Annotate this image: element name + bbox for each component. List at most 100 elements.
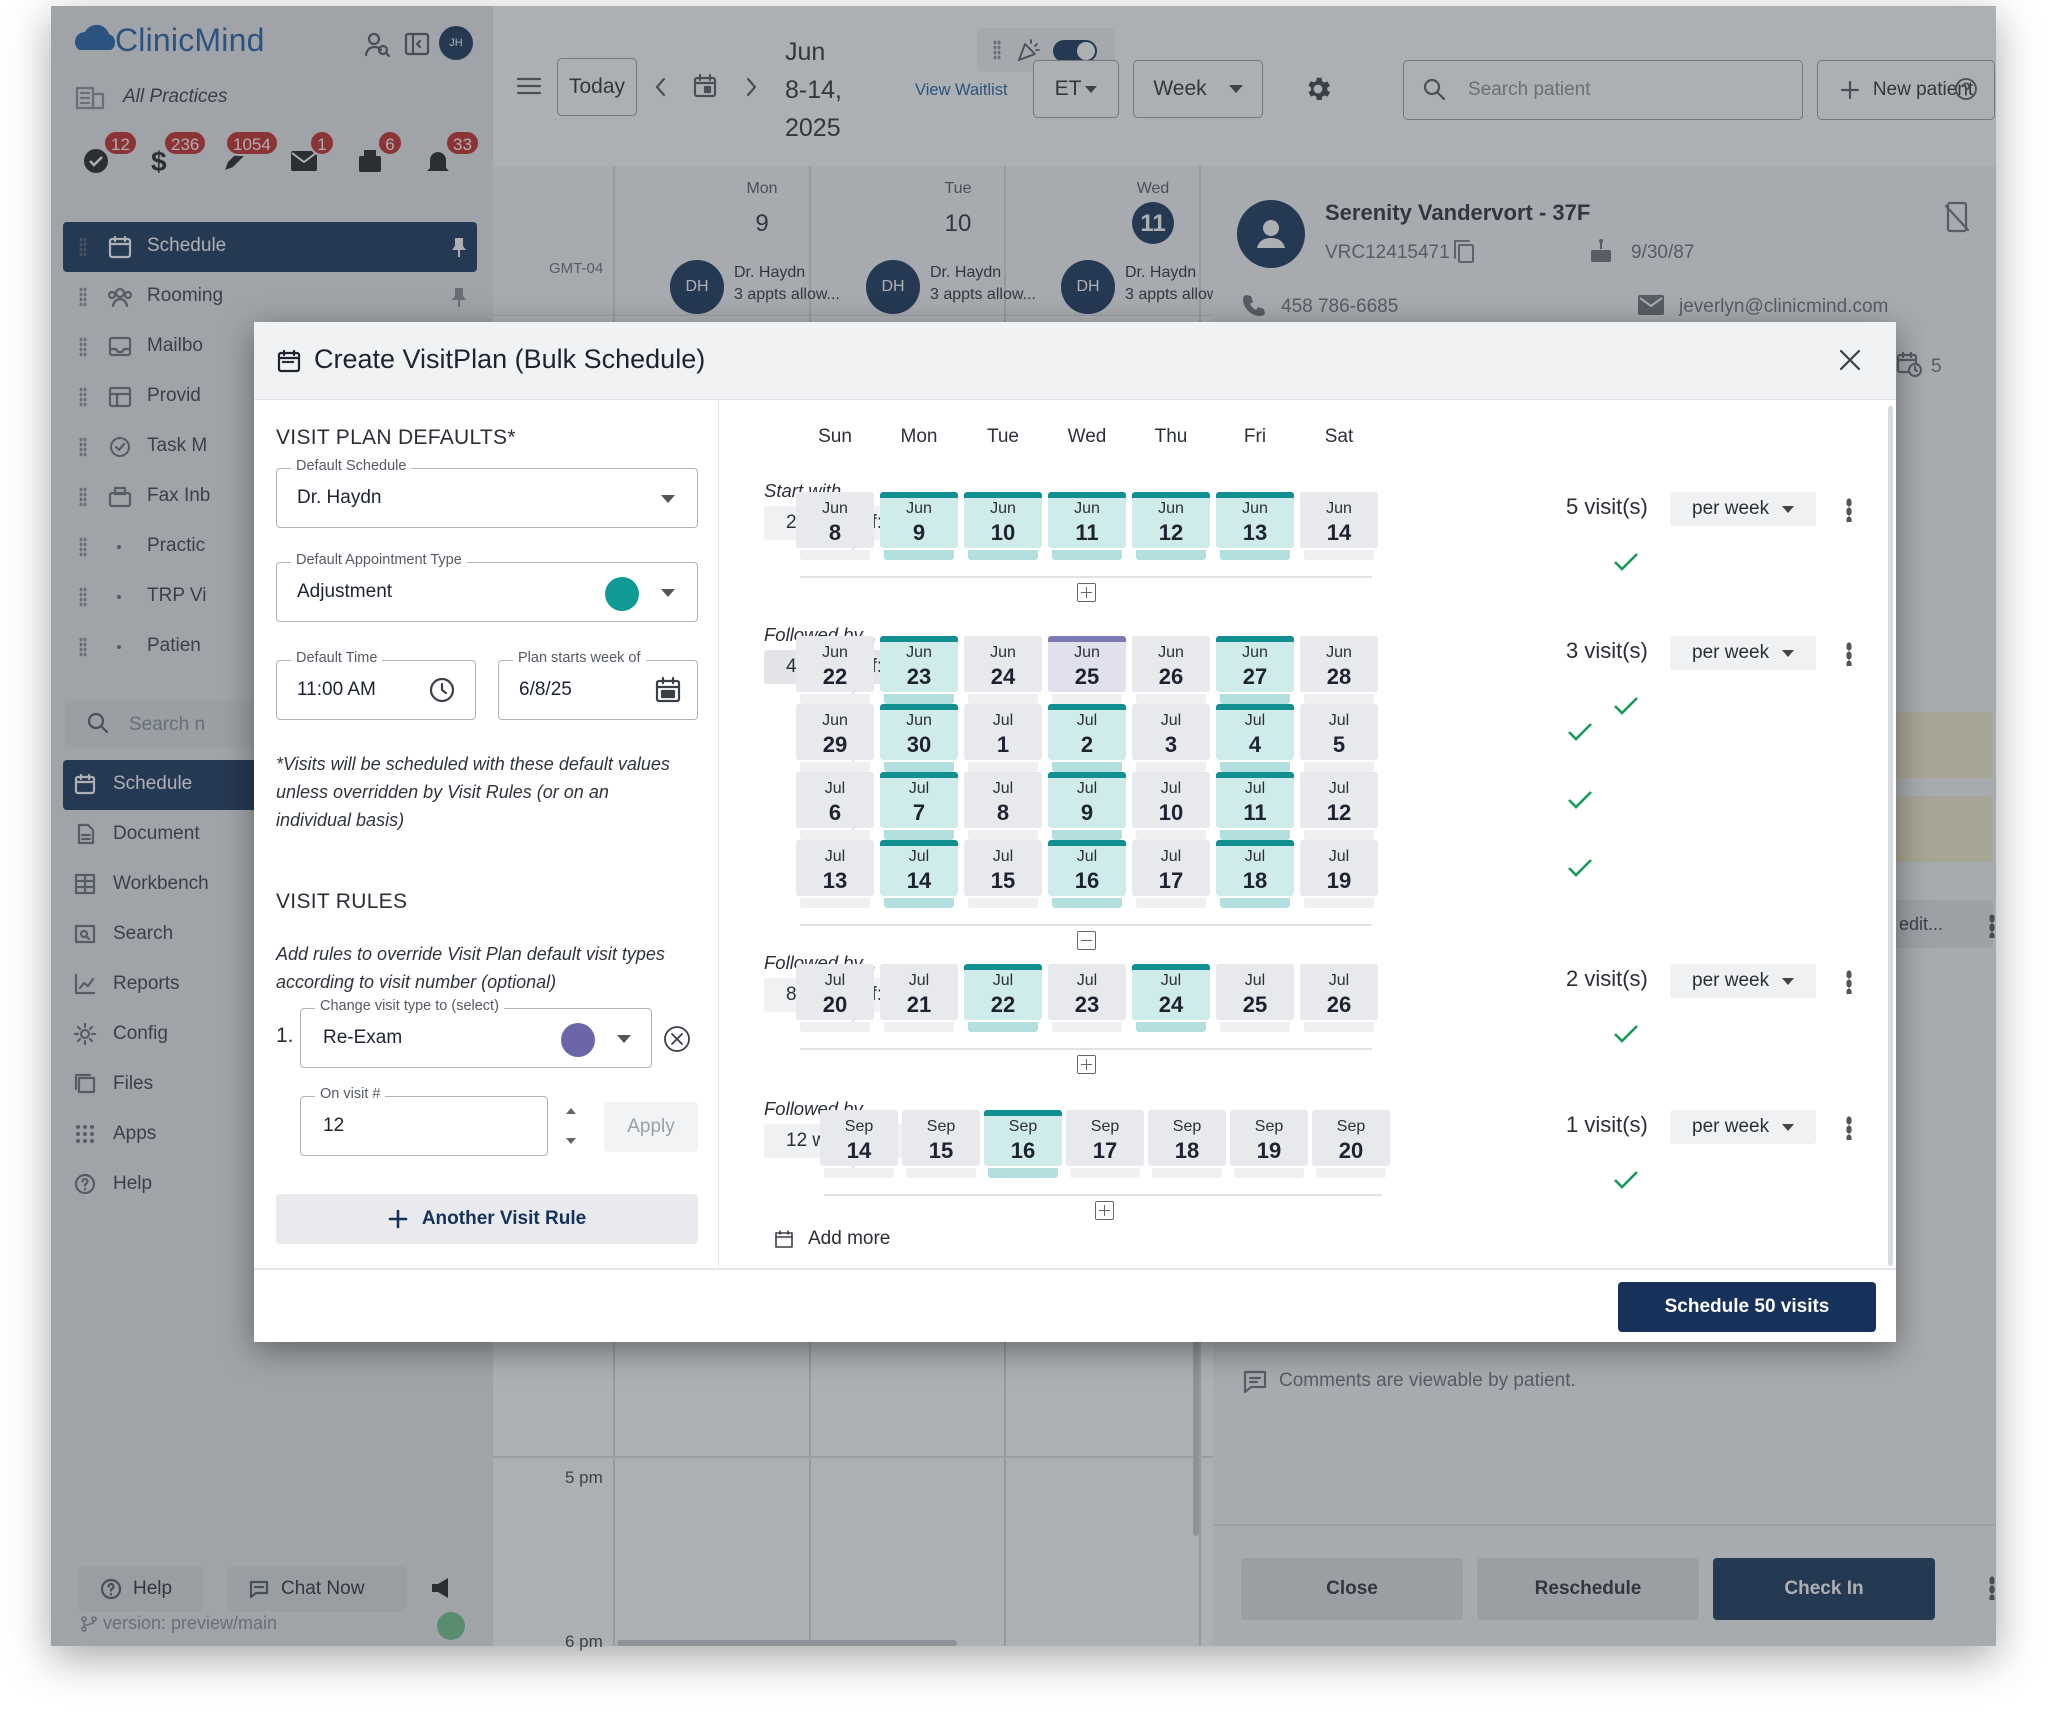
view-select[interactable]: Week <box>1133 60 1263 118</box>
more-options-icon[interactable] <box>1846 1116 1852 1140</box>
default-schedule-select[interactable]: Default Schedule Dr. Haydn <box>276 458 698 528</box>
plan-day-cell[interactable]: Jun 10 <box>964 492 1042 560</box>
sidebar-item-mailbox[interactable]: Mailbo <box>147 335 203 356</box>
plan-day-cell[interactable]: Jun 28 <box>1300 636 1378 704</box>
plan-day-cell[interactable]: Sep 18 <box>1148 1110 1226 1178</box>
rule-visit-type-select[interactable]: Change visit type to (select) Re-Exam <box>300 998 652 1068</box>
add-more-button[interactable]: Add more <box>774 1228 890 1250</box>
plan-day-cell[interactable]: Sep 15 <box>902 1110 980 1178</box>
close-icon[interactable] <box>1836 346 1864 374</box>
plan-day-cell[interactable]: Jun 25 <box>1048 636 1126 704</box>
plan-day-cell[interactable]: Sep 17 <box>1066 1110 1144 1178</box>
stepper-up-icon[interactable] <box>566 1108 576 1114</box>
plan-day-cell[interactable]: Jul 9 <box>1048 772 1126 840</box>
plan-day-cell[interactable]: Sep 20 <box>1312 1110 1390 1178</box>
expand-icon[interactable] <box>1077 1055 1096 1074</box>
clock-icon[interactable] <box>427 675 457 705</box>
drag-handle[interactable] <box>79 387 87 407</box>
more-options-icon[interactable] <box>1989 914 1995 938</box>
drag-handle[interactable] <box>79 287 87 307</box>
reschedule-button[interactable]: Reschedule <box>1477 1558 1699 1620</box>
plan-day-cell[interactable]: Jul 18 <box>1216 840 1294 908</box>
modal-scrollbar[interactable] <box>1888 406 1893 1266</box>
more-options-icon[interactable] <box>1989 1576 1995 1600</box>
mode-toggle[interactable] <box>1053 40 1097 62</box>
chevron-left-icon[interactable] <box>651 76 671 98</box>
plan-day-cell[interactable]: Jul 3 <box>1132 704 1210 772</box>
today-button[interactable]: Today <box>557 58 637 116</box>
plan-day-cell[interactable]: Jul 6 <box>796 772 874 840</box>
drag-handle[interactable] <box>79 237 87 257</box>
plan-day-cell[interactable]: Jun 11 <box>1048 492 1126 560</box>
sidebar-item-help[interactable]: Help <box>113 1173 153 1194</box>
per-week-select[interactable]: per week <box>1670 964 1816 998</box>
user-search-icon[interactable] <box>363 30 391 58</box>
practice-selector[interactable]: All Practices <box>123 86 228 107</box>
sidebar-item-reports[interactable]: Reports <box>113 973 180 994</box>
default-time-input[interactable]: Default Time 11:00 AM <box>276 650 476 720</box>
plan-day-cell[interactable]: Sep 19 <box>1230 1110 1308 1178</box>
plan-day-cell[interactable]: Jul 17 <box>1132 840 1210 908</box>
avatar[interactable]: JH <box>439 26 473 60</box>
more-options-icon[interactable] <box>1846 642 1852 666</box>
plan-day-cell[interactable]: Jul 11 <box>1216 772 1294 840</box>
patient-email[interactable]: jeverlyn@clinicmind.com <box>1679 296 1889 317</box>
provider-name[interactable]: Dr. Haydn <box>734 264 806 281</box>
plan-day-cell[interactable]: Jul 14 <box>880 840 958 908</box>
sidebar-item-document[interactable]: Document <box>113 823 200 844</box>
date-picker-icon[interactable] <box>691 72 719 100</box>
sidebar-item-task[interactable]: Task M <box>147 435 208 456</box>
plan-day-cell[interactable]: Jun 14 <box>1300 492 1378 560</box>
plan-day-cell[interactable]: Jul 26 <box>1300 964 1378 1032</box>
plan-day-cell[interactable]: Jun 27 <box>1216 636 1294 704</box>
plan-day-cell[interactable]: Jun 26 <box>1132 636 1210 704</box>
clinicmind-logo[interactable] <box>73 20 313 64</box>
mail-icon[interactable] <box>289 148 319 174</box>
day-number[interactable]: 9 <box>755 210 769 237</box>
fax-icon[interactable] <box>355 146 385 176</box>
plan-day-cell[interactable]: Jul 25 <box>1216 964 1294 1032</box>
drag-handle[interactable] <box>79 537 87 557</box>
stepper-down-icon[interactable] <box>566 1138 576 1144</box>
sidebar-item-apps[interactable]: Apps <box>113 1123 157 1144</box>
plan-day-cell[interactable]: Sep 14 <box>820 1110 898 1178</box>
drag-handle[interactable] <box>993 40 1001 60</box>
plan-day-cell[interactable]: Sep 16 <box>984 1110 1062 1178</box>
help-button[interactable]: Help <box>79 1566 203 1612</box>
patient-name[interactable]: Serenity Vandervort - 37F <box>1325 200 1591 225</box>
plan-day-cell[interactable]: Jul 19 <box>1300 840 1378 908</box>
plan-day-cell[interactable]: Jul 22 <box>964 964 1042 1032</box>
megaphone-icon[interactable] <box>429 1576 455 1600</box>
visit-number-input[interactable]: On visit # 12 <box>300 1086 548 1156</box>
confetti-icon[interactable] <box>1015 36 1043 64</box>
provider-name[interactable]: Dr. Haydn <box>1125 264 1197 281</box>
sidebar-item-config[interactable]: Config <box>113 1023 168 1044</box>
plan-day-cell[interactable]: Jun 22 <box>796 636 874 704</box>
plan-day-cell[interactable]: Jul 21 <box>880 964 958 1032</box>
plan-day-cell[interactable]: Jul 4 <box>1216 704 1294 772</box>
help-circle-icon[interactable] <box>1953 76 1979 102</box>
menu-icon[interactable] <box>515 74 543 98</box>
plan-day-cell[interactable]: Jun 23 <box>880 636 958 704</box>
calendar-scrollbar-v[interactable] <box>1193 1296 1199 1536</box>
more-options-icon[interactable] <box>1846 970 1852 994</box>
collapse-sidebar-icon[interactable] <box>403 30 431 58</box>
sidebar-item-files[interactable]: Files <box>113 1073 154 1094</box>
pin-icon[interactable] <box>449 236 469 258</box>
plan-day-cell[interactable]: Jul 1 <box>964 704 1042 772</box>
timezone-select[interactable]: ET <box>1033 60 1119 118</box>
chat-now-button[interactable]: Chat Now <box>227 1566 407 1612</box>
plan-day-cell[interactable]: Jul 13 <box>796 840 874 908</box>
sidebar-item-provider[interactable]: Provid <box>147 385 201 406</box>
sidebar-item-rooming[interactable]: Rooming <box>147 285 224 306</box>
collapse-icon[interactable] <box>1077 931 1096 950</box>
chevron-right-icon[interactable] <box>741 76 761 98</box>
plan-day-cell[interactable]: Jul 23 <box>1048 964 1126 1032</box>
calendar-scrollbar-h[interactable] <box>617 1640 957 1646</box>
more-options-icon[interactable] <box>1846 498 1852 522</box>
plan-day-cell[interactable]: Jun 24 <box>964 636 1042 704</box>
calendar-icon[interactable] <box>653 675 683 705</box>
sidebar-item-workbench[interactable]: Workbench <box>113 873 209 894</box>
remove-rule-icon[interactable] <box>662 1024 692 1054</box>
drag-handle[interactable] <box>79 587 87 607</box>
